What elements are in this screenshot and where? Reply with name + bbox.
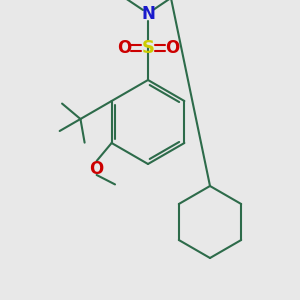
Text: O: O bbox=[165, 39, 179, 57]
Text: N: N bbox=[141, 5, 155, 23]
Text: O: O bbox=[89, 160, 104, 178]
Text: S: S bbox=[142, 39, 154, 57]
Text: O: O bbox=[117, 39, 131, 57]
